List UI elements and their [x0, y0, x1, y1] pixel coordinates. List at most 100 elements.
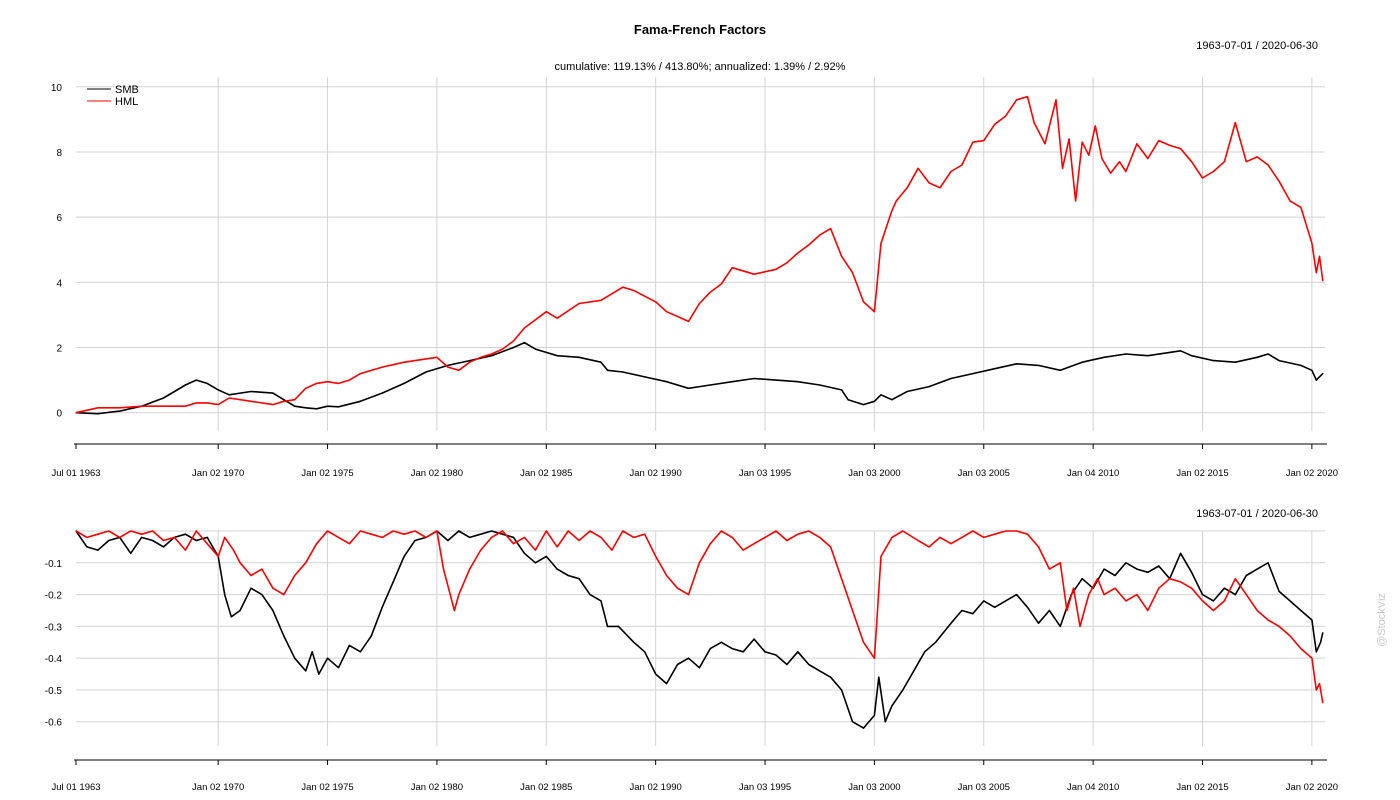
data-point-hml — [261, 568, 263, 570]
data-point-hml — [1136, 143, 1138, 145]
data-point-hml — [600, 299, 602, 301]
x-tick-label: Jan 02 1980 — [411, 468, 463, 479]
data-point-smb — [1180, 350, 1182, 352]
data-point-hml — [453, 609, 455, 612]
x-tick-label: Jan 03 1995 — [739, 468, 791, 479]
data-point-hml — [895, 200, 897, 202]
data-point-smb — [523, 552, 526, 554]
data-point-smb — [1147, 355, 1149, 357]
data-point-hml — [611, 549, 613, 551]
data-point-smb — [359, 400, 361, 402]
data-point-hml — [841, 578, 843, 580]
data-point-smb — [644, 651, 646, 653]
data-point-hml — [1322, 702, 1324, 704]
data-point-smb — [578, 356, 580, 358]
series-lines — [75, 530, 1324, 729]
data-point-hml — [1322, 280, 1324, 282]
data-point-smb — [935, 641, 937, 643]
y-gridlines — [76, 530, 1325, 723]
data-point-hml — [1267, 619, 1269, 621]
data-point-smb — [606, 625, 609, 628]
data-point-smb — [141, 536, 143, 539]
data-point-hml — [961, 164, 963, 166]
data-point-hml — [1191, 161, 1193, 163]
data-point-hml — [1079, 625, 1081, 628]
data-point-hml — [162, 405, 165, 407]
x-tick-label: Jan 02 2015 — [1176, 468, 1228, 479]
data-point-hml — [326, 381, 329, 383]
data-point-smb — [676, 663, 679, 666]
data-point-hml — [797, 533, 799, 535]
data-point-hml — [414, 530, 416, 532]
data-point-smb — [655, 673, 657, 675]
data-point-hml — [458, 594, 460, 596]
data-point-smb — [283, 399, 285, 401]
chart-title: Fama-French Factors — [634, 22, 766, 37]
data-point-smb — [1191, 355, 1193, 357]
data-point-smb — [130, 552, 132, 554]
data-point-hml — [851, 609, 854, 612]
data-point-hml — [775, 268, 777, 270]
data-point-hml — [217, 404, 219, 406]
data-point-hml — [873, 311, 876, 313]
data-point-hml — [283, 594, 285, 596]
data-point-hml — [316, 543, 318, 545]
data-point-hml — [841, 255, 843, 257]
data-point-hml — [786, 539, 788, 542]
data-point-hml — [830, 546, 832, 548]
data-point-smb — [1169, 351, 1171, 353]
data-point-smb — [606, 369, 609, 371]
data-point-smb — [567, 574, 569, 577]
data-point-hml — [950, 170, 952, 173]
data-point-smb — [589, 594, 591, 596]
data-point-smb — [753, 377, 755, 380]
data-point-smb — [1322, 373, 1324, 375]
data-point-smb — [1300, 364, 1302, 366]
data-point-smb — [97, 549, 99, 551]
data-point-smb — [162, 397, 165, 399]
watermark-text: @StockViz — [1376, 593, 1388, 647]
data-point-hml — [1223, 161, 1225, 163]
data-point-hml — [359, 530, 361, 532]
data-point-hml — [250, 574, 252, 577]
data-point-hml — [1055, 99, 1057, 101]
data-point-hml — [1245, 594, 1247, 596]
data-point-smb — [184, 533, 186, 535]
data-point-smb — [1016, 594, 1018, 596]
data-point-smb — [1223, 587, 1225, 589]
data-point-hml — [556, 317, 558, 319]
data-point-hml — [902, 530, 904, 532]
data-point-hml — [819, 234, 821, 236]
data-point-smb — [851, 721, 854, 723]
data-point-hml — [195, 530, 197, 532]
data-point-hml — [1026, 96, 1029, 98]
data-point-hml — [1114, 587, 1116, 589]
data-point-smb — [316, 408, 318, 410]
data-point-smb — [469, 536, 471, 539]
data-point-smb — [1234, 594, 1236, 596]
data-point-hml — [1234, 122, 1236, 124]
date-range-label: 1963-07-01 / 2020-06-30 — [1196, 40, 1318, 52]
data-point-hml — [1289, 200, 1291, 202]
data-point-hml — [206, 402, 208, 404]
data-point-hml — [655, 301, 657, 303]
data-point-hml — [1278, 180, 1280, 182]
data-point-smb — [1322, 632, 1324, 634]
data-point-smb — [950, 377, 952, 380]
data-point-smb — [928, 386, 930, 388]
data-point-hml — [1072, 587, 1075, 589]
data-point-hml — [1094, 125, 1096, 127]
y-tick-label: 2 — [56, 344, 62, 355]
x-tick-label: Jan 03 1995 — [739, 782, 791, 793]
data-point-smb — [381, 606, 383, 608]
data-point-smb — [425, 371, 427, 373]
data-point-hml — [972, 141, 974, 143]
data-point-hml — [1180, 581, 1182, 583]
data-point-smb — [687, 387, 690, 389]
x-tick-label: Jan 02 1990 — [630, 468, 682, 479]
data-point-hml — [491, 353, 493, 355]
data-point-hml — [75, 412, 77, 414]
data-point-hml — [731, 536, 733, 539]
data-point-hml — [687, 594, 690, 596]
data-point-hml — [370, 533, 372, 535]
